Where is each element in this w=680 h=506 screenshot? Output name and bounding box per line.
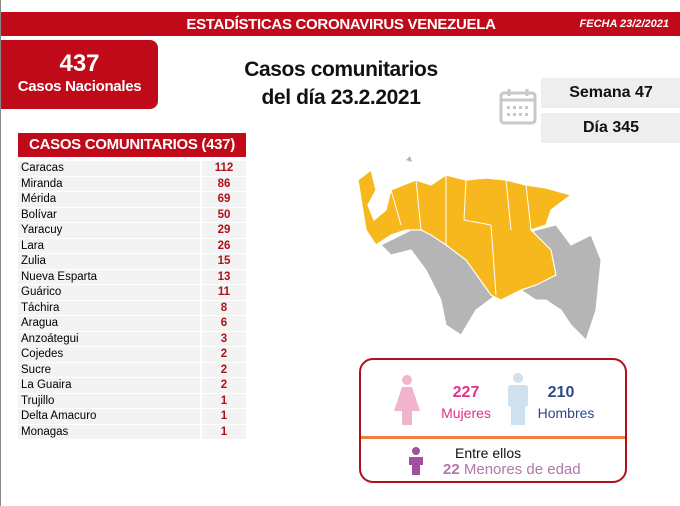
- state-name: Aragua: [18, 316, 200, 332]
- header-title: ESTADÍSTICAS CORONAVIRUS VENEZUELA: [186, 16, 496, 33]
- map-region-affected: [357, 168, 573, 301]
- minors-line: 22 Menores de edad: [443, 461, 581, 478]
- woman-icon: [394, 375, 420, 425]
- state-name: Delta Amacuro: [18, 409, 200, 425]
- state-name: Guárico: [18, 285, 200, 301]
- men-count: 210: [547, 384, 575, 401]
- state-name: Cojedes: [18, 347, 200, 363]
- men-label: Hombres: [537, 405, 595, 421]
- case-count: 50: [202, 207, 246, 223]
- state-name: La Guaira: [18, 378, 200, 394]
- national-label: Casos Nacionales: [17, 78, 142, 95]
- state-name: Táchira: [18, 300, 200, 316]
- case-count: 26: [202, 238, 246, 254]
- table-row: Monagas 1: [18, 424, 246, 440]
- case-count: 13: [202, 269, 246, 285]
- day-box: Día 345: [541, 113, 680, 143]
- header-date: FECHA 23/2/2021: [579, 18, 669, 30]
- calendar-icon: [499, 89, 537, 125]
- case-count: 2: [202, 378, 246, 394]
- state-name: Monagas: [18, 424, 200, 440]
- title-line-2: del día 23.2.2021: [261, 86, 421, 109]
- table-row: Lara 26: [18, 238, 246, 254]
- state-name: Yaracuy: [18, 223, 200, 239]
- case-count: 3: [202, 331, 246, 347]
- table-row: Miranda 86: [18, 176, 246, 192]
- cases-table: Caracas 112 Miranda 86 Mérida 69 Bolívar 50 Yara…: [18, 161, 246, 440]
- case-count: 2: [202, 347, 246, 363]
- state-name: Bolívar: [18, 207, 200, 223]
- table-row: Bolívar 50: [18, 207, 246, 223]
- divider: [361, 436, 625, 439]
- week-box: Semana 47: [541, 78, 680, 108]
- case-count: 1: [202, 424, 246, 440]
- table-row: Yaracuy 29: [18, 223, 246, 239]
- venezuela-map: [357, 156, 602, 341]
- women-count: 227: [452, 384, 480, 401]
- case-count: 29: [202, 223, 246, 239]
- case-count: 2: [202, 362, 246, 378]
- table-header: CASOS COMUNITARIOS (437): [18, 133, 246, 157]
- national-count: 437: [59, 50, 100, 77]
- minors-count: 22: [443, 461, 460, 478]
- header-banner: ESTADÍSTICAS CORONAVIRUS VENEZUELA FECHA…: [1, 12, 680, 36]
- table-row: Aragua 6: [18, 316, 246, 332]
- state-name: Lara: [18, 238, 200, 254]
- table-row: Guárico 11: [18, 285, 246, 301]
- man-icon: [508, 373, 528, 425]
- state-name: Sucre: [18, 362, 200, 378]
- table-row: Cojedes 2: [18, 347, 246, 363]
- state-name: Miranda: [18, 176, 200, 192]
- among-label: Entre ellos: [455, 445, 522, 461]
- table-row: Táchira 8: [18, 300, 246, 316]
- page-title: Casos comunitarios del día 23.2.2021: [231, 56, 451, 112]
- case-count: 11: [202, 285, 246, 301]
- table-row: La Guaira 2: [18, 378, 246, 394]
- national-cases-box: 437 Casos Nacionales: [1, 40, 158, 109]
- table-row: Zulia 15: [18, 254, 246, 270]
- child-icon: [409, 447, 423, 475]
- table-row: Nueva Esparta 13: [18, 269, 246, 285]
- state-name: Zulia: [18, 254, 200, 270]
- table-row: Delta Amacuro 1: [18, 409, 246, 425]
- table-row: Caracas 112: [18, 161, 246, 177]
- case-count: 69: [202, 192, 246, 208]
- state-name: Mérida: [18, 192, 200, 208]
- case-count: 1: [202, 409, 246, 425]
- state-name: Nueva Esparta: [18, 269, 200, 285]
- state-name: Caracas: [18, 161, 200, 177]
- case-count: 1: [202, 393, 246, 409]
- case-count: 6: [202, 316, 246, 332]
- table-row: Sucre 2: [18, 362, 246, 378]
- table-row: Mérida 69: [18, 192, 246, 208]
- case-count: 86: [202, 176, 246, 192]
- case-count: 112: [202, 161, 246, 177]
- women-label: Mujeres: [441, 405, 491, 421]
- title-line-1: Casos comunitarios: [244, 58, 438, 81]
- minors-label: Menores de edad: [463, 461, 581, 478]
- demographics-panel: 227 Mujeres 210 Hombres Entre ellos 22 M…: [359, 358, 627, 483]
- case-count: 15: [202, 254, 246, 270]
- table-row: Trujillo 1: [18, 393, 246, 409]
- state-name: Anzoátegui: [18, 331, 200, 347]
- state-name: Trujillo: [18, 393, 200, 409]
- case-count: 8: [202, 300, 246, 316]
- table-row: Anzoátegui 3: [18, 331, 246, 347]
